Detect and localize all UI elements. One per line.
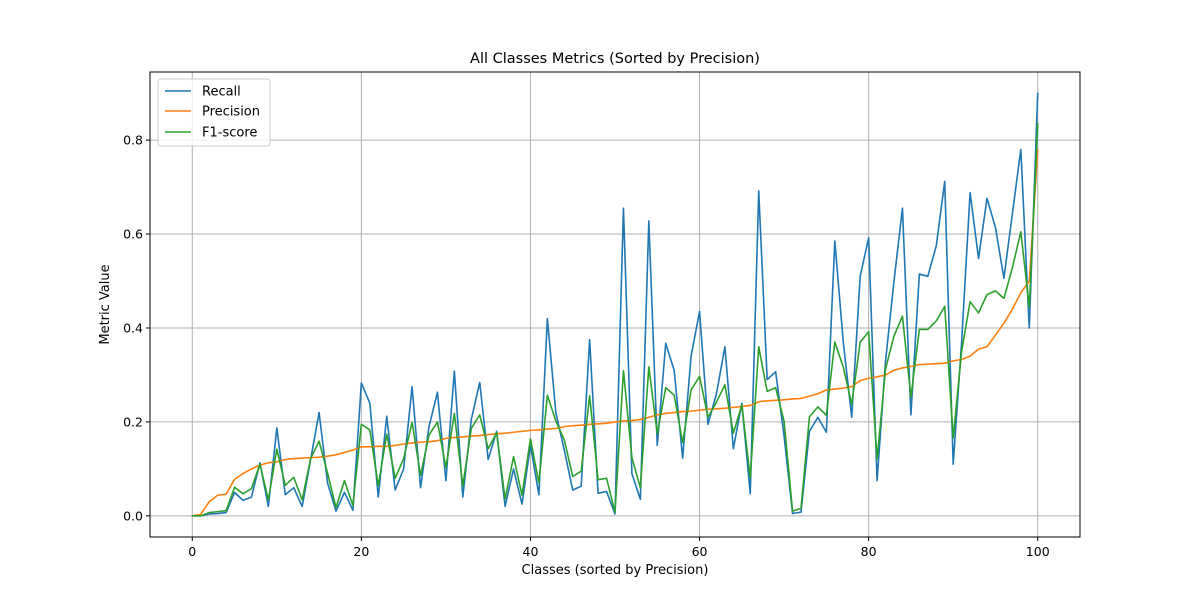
series-line-precision — [191, 148, 1039, 517]
series-layer — [191, 92, 1039, 517]
x-tick-label: 80 — [861, 544, 877, 559]
y-tick-label: 0.2 — [123, 414, 143, 429]
legend-label-precision: Precision — [202, 105, 260, 120]
y-tick-label: 0.8 — [123, 133, 143, 148]
x-tick-label: 100 — [1026, 544, 1050, 559]
x-tick-label: 0 — [188, 544, 196, 559]
x-tick-label: 20 — [353, 544, 369, 559]
legend-label-recall: Recall — [202, 85, 241, 100]
series-line-f1-score — [191, 122, 1039, 517]
x-tick-label: 40 — [523, 544, 539, 559]
x-axis-label: Classes (sorted by Precision) — [522, 563, 709, 578]
grid — [150, 72, 1080, 537]
legend-label-f1-score: F1-score — [202, 126, 257, 141]
y-tick-label: 0.6 — [123, 227, 143, 242]
y-tick-label: 0.4 — [123, 320, 143, 335]
y-axis-label: Metric Value — [98, 264, 113, 344]
axis-ticks: 0 20 40 60 80 100 0.0 0.2 0.4 0.6 0.8 — [123, 133, 1050, 559]
plot-frame — [149, 71, 1081, 538]
chart-title: All Classes Metrics (Sorted by Precision… — [470, 51, 760, 67]
y-tick-label: 0.0 — [123, 508, 143, 523]
x-tick-label: 60 — [692, 544, 708, 559]
series-line-recall — [191, 92, 1039, 517]
legend: Recall Precision F1-score — [157, 78, 271, 147]
